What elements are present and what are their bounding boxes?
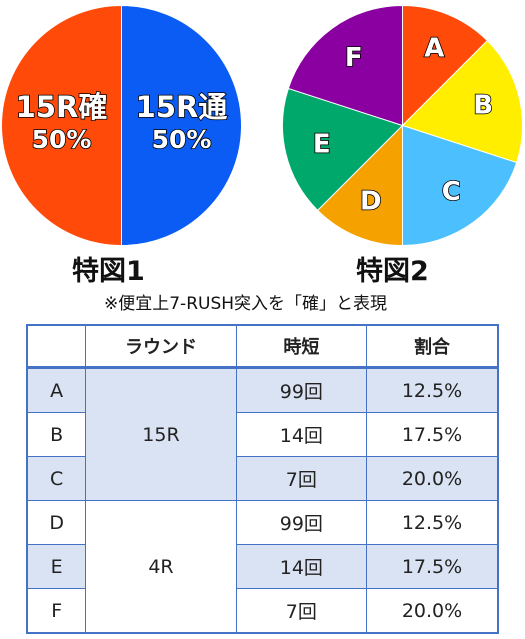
pie2-label-C: C [442, 177, 461, 207]
pie1-label-0: 15R通 [136, 90, 228, 124]
jitan-cell: 99回 [235, 500, 368, 545]
pie1-label-1: 15R確 [16, 90, 108, 124]
pie1-value-0: 50% [152, 125, 212, 154]
table-header-row: ラウンド 時短 割合 [26, 324, 499, 368]
header-jitan: 時短 [235, 324, 368, 368]
pie2-label-E: E [313, 129, 331, 159]
header-id [26, 324, 87, 368]
row-id: B [26, 412, 87, 457]
row-id: D [26, 500, 87, 545]
pie1-slice-15R通 [121, 4, 242, 247]
ratio-cell: 17.5% [366, 412, 499, 457]
ratio-cell: 12.5% [366, 500, 499, 545]
table-row: A 15R 99回 12.5% [26, 367, 499, 501]
pie2-slice-A [402, 4, 489, 127]
jitan-cell: 99回 [235, 367, 368, 413]
pie-chart-tokuzu2: AB C DE F [282, 4, 523, 247]
row-id: E [26, 544, 87, 589]
jitan-cell: 14回 [235, 412, 368, 457]
row-id: C [26, 456, 87, 501]
pie1-value-1: 50% [32, 125, 92, 154]
pie2-label-A: A [424, 33, 444, 63]
pie1-slice-15R確 [1, 4, 122, 247]
pie2-label-B: B [473, 91, 493, 121]
header-round: ラウンド [85, 324, 237, 368]
row-id: A [26, 367, 87, 413]
pie2-caption: 特図2 [356, 256, 429, 287]
table-row: F 7回 20.0% [26, 588, 499, 634]
ratio-cell: 12.5% [366, 367, 499, 413]
pie2-label-F: F [345, 43, 363, 73]
pie1-caption: 特図1 [72, 256, 145, 287]
ratio-cell: 20.0% [366, 456, 499, 501]
table-row: C 7回 20.0% [26, 456, 499, 501]
header-ratio: 割合 [366, 324, 499, 368]
table-row: B 14回 17.5% [26, 412, 499, 457]
jitan-cell: 7回 [235, 456, 368, 501]
pie2-slice-E [282, 87, 404, 212]
table-row: E 14回 17.5% [26, 544, 499, 589]
round-cell: 15R [85, 367, 237, 501]
round-table: ラウンド 時短 割合 A 15R 99回 12.5% B 14回 17.5% C… [26, 324, 499, 634]
pie2-label-D: D [360, 187, 382, 217]
pie2-slice-F [287, 4, 403, 127]
ratio-cell: 20.0% [366, 588, 499, 634]
jitan-cell: 7回 [235, 588, 368, 634]
ratio-cell: 17.5% [366, 544, 499, 589]
footnote: ※便宜上7-RUSH突入を「確」と表現 [104, 294, 388, 314]
pie2-slice-B [401, 39, 523, 164]
pie2-slice-C [402, 124, 518, 247]
pie2-slice-D [316, 124, 403, 247]
row-id: F [26, 588, 87, 634]
table-row: D 4R 99回 12.5% [26, 500, 499, 634]
round-cell: 4R [85, 500, 237, 634]
jitan-cell: 14回 [235, 544, 368, 589]
